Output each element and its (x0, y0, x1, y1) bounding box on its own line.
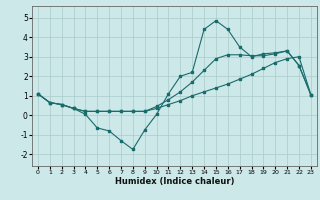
X-axis label: Humidex (Indice chaleur): Humidex (Indice chaleur) (115, 177, 234, 186)
